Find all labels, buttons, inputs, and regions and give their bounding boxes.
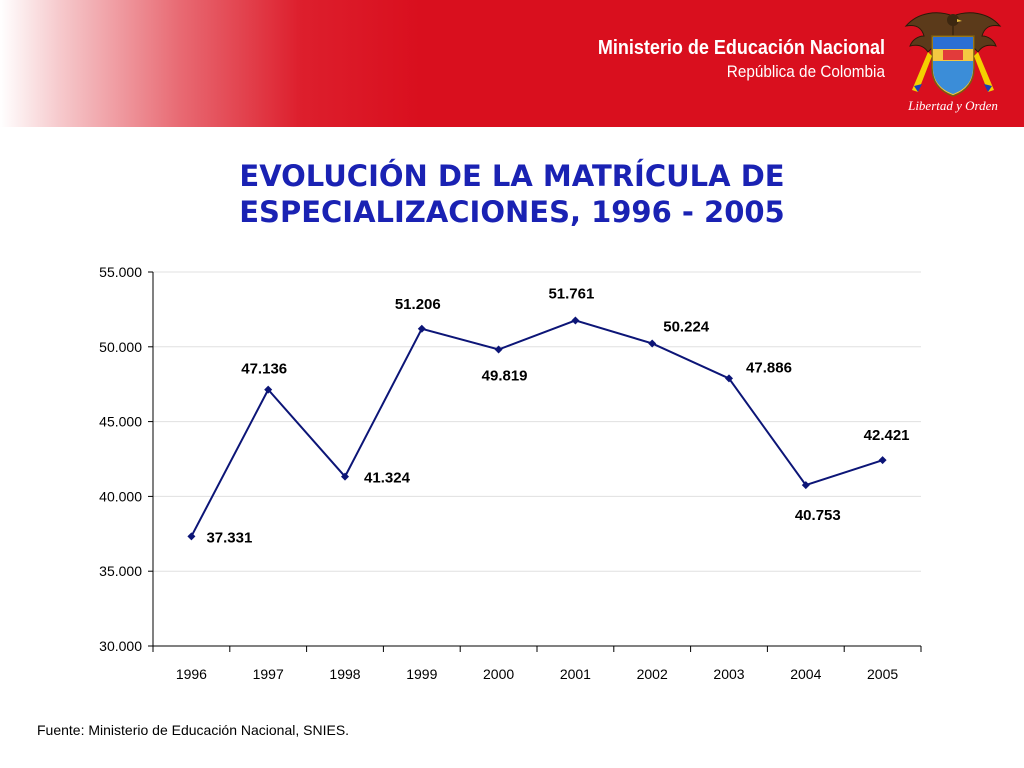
data-point: [801, 481, 810, 490]
ministry-name: Ministerio de Educación Nacional: [597, 37, 885, 59]
x-tick-label: 2003: [713, 666, 744, 682]
data-label: 41.324: [364, 470, 411, 487]
y-tick-label: 55.000: [99, 264, 142, 280]
chart-title: EVOLUCIÓN DE LA MATRÍCULA DE ESPECIALIZA…: [0, 158, 1024, 230]
data-point: [648, 339, 657, 348]
data-label: 40.753: [795, 507, 841, 524]
series-line: [190, 319, 883, 537]
x-tick-label: 2001: [560, 666, 591, 682]
data-label: 37.331: [206, 529, 252, 546]
data-point: [878, 456, 887, 465]
x-tick-label: 2005: [867, 666, 898, 682]
data-label: 42.421: [864, 427, 910, 444]
x-tick-label: 2002: [637, 666, 668, 682]
x-tick-label: 2004: [790, 666, 821, 682]
data-label: 51.206: [395, 296, 441, 313]
motto-text: Libertad y Orden: [908, 98, 998, 113]
x-tick-label: 1996: [176, 666, 207, 682]
data-point: [417, 324, 426, 333]
data-point: [571, 316, 580, 325]
data-point: [494, 345, 503, 354]
x-tick-label: 2000: [483, 666, 514, 682]
chart-title-line-1: EVOLUCIÓN DE LA MATRÍCULA DE: [239, 159, 785, 193]
y-tick-label: 50.000: [99, 339, 142, 355]
data-label: 49.819: [482, 368, 528, 385]
data-point: [725, 374, 733, 383]
y-tick-label: 30.000: [99, 638, 142, 654]
y-tick-label: 45.000: [99, 414, 142, 430]
ministry-block: Ministerio de Educación Nacional Repúbli…: [566, 37, 885, 82]
x-tick-label: 1998: [329, 666, 360, 682]
header-banner: Ministerio de Educación Nacional Repúbli…: [0, 0, 1024, 127]
source-note: Fuente: Ministerio de Educación Nacional…: [37, 722, 350, 738]
data-label: 51.761: [548, 285, 594, 302]
country-name: República de Colombia: [726, 62, 885, 81]
y-tick-label: 40.000: [99, 488, 142, 504]
data-point: [341, 472, 349, 481]
y-tick-label: 35.000: [99, 563, 142, 579]
data-point: [187, 532, 196, 541]
data-label: 47.886: [746, 359, 792, 376]
colombia-coat-of-arms-icon: [904, 12, 1002, 97]
chart-title-line-2: ESPECIALIZACIONES, 1996 - 2005: [239, 195, 785, 229]
x-tick-label: 1999: [406, 666, 437, 682]
x-tick-label: 1997: [253, 666, 284, 682]
data-label: 50.224: [663, 318, 710, 335]
data-point: [264, 385, 273, 394]
data-label: 47.136: [241, 361, 287, 378]
